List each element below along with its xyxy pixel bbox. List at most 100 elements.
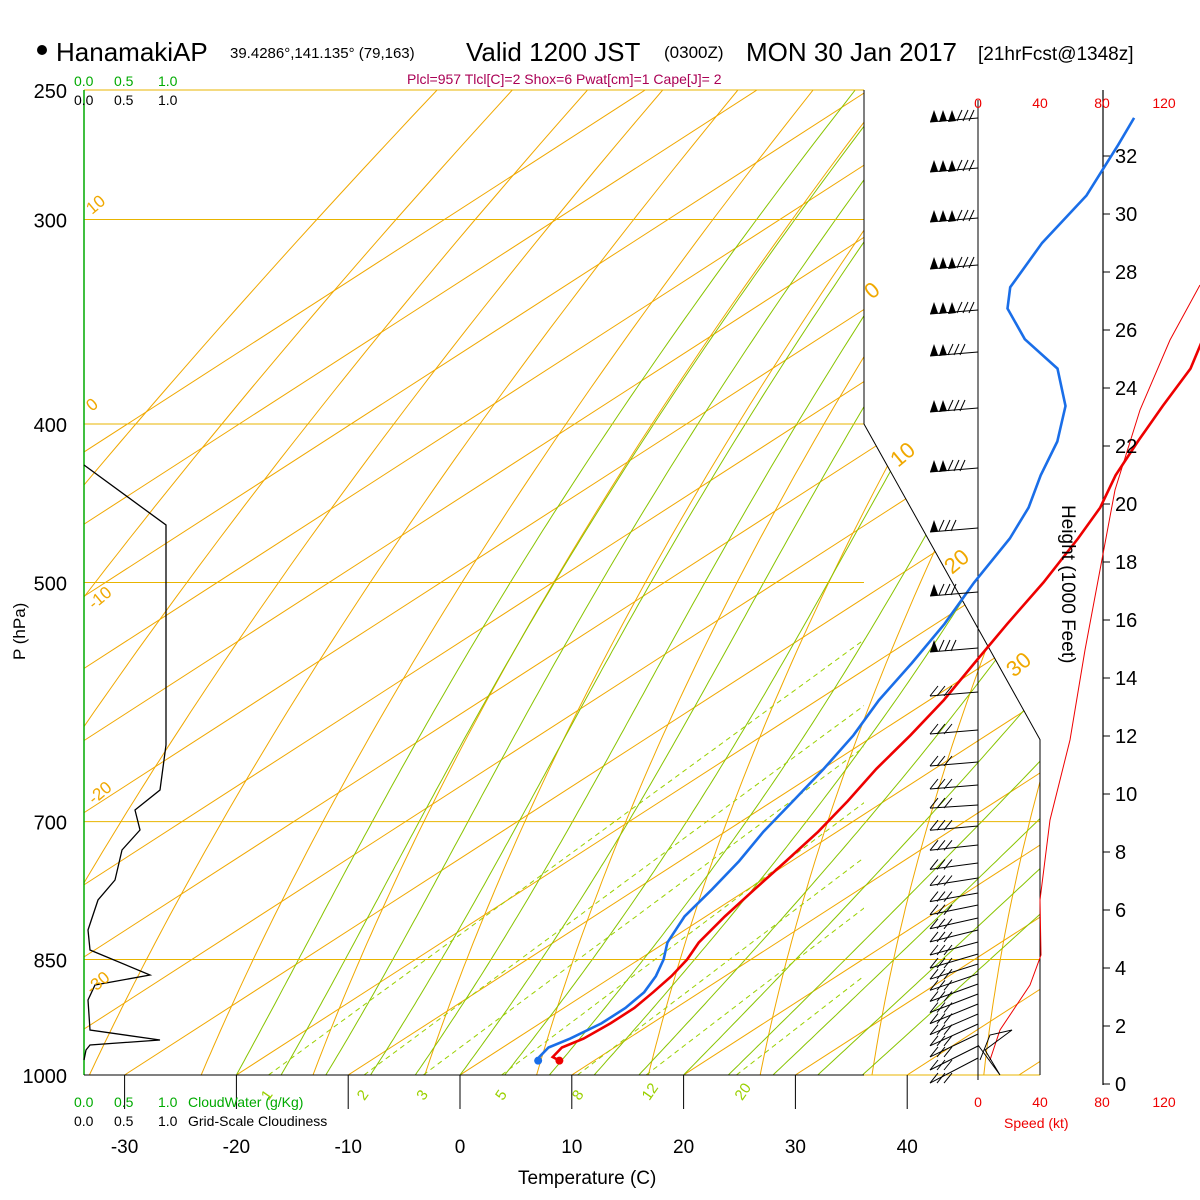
- moist-adiabat: [727, 939, 864, 1075]
- wind-barb: [929, 983, 979, 1002]
- isotherm: [1077, 61, 1200, 1110]
- dry-adiabat: [864, 90, 911, 1075]
- wind-barb-feather: [962, 109, 969, 122]
- wind-barb-feather: [962, 159, 969, 172]
- wind-barb-feather: [943, 755, 953, 767]
- wind-barb-feather: [936, 1046, 946, 1058]
- mixing-ratio-line: [268, 639, 864, 1075]
- moist-adiabat: [504, 517, 864, 1075]
- wind-barb-staff: [929, 1057, 979, 1084]
- cloudwater-label: CloudWater (g/Kg): [188, 1094, 303, 1110]
- wind-barb-feather: [943, 875, 953, 886]
- cloudiness-scale-bottom: 0.0: [74, 1113, 94, 1129]
- speed-scale-top: 40: [1032, 95, 1048, 111]
- wind-barb: [929, 953, 979, 969]
- wind-barb-feather: [943, 1024, 953, 1036]
- speed-scale-bottom: 40: [1032, 1094, 1048, 1110]
- forecast-info: [21hrFcst@1348z]: [978, 44, 1134, 65]
- mixing-ratio-label: 12: [639, 1080, 662, 1103]
- cloudiness-scale-top: 0.5: [114, 92, 134, 108]
- wind-barb-flag: [948, 302, 956, 314]
- wind-barb-feather: [929, 797, 939, 809]
- sounding-traces: [534, 117, 1200, 1065]
- wind-barb-feather: [943, 839, 953, 851]
- height-tick-label: 0: [1115, 1074, 1126, 1096]
- wind-barb-feather: [929, 957, 939, 969]
- wind-barb-feather: [936, 931, 946, 943]
- height-axis-label: Height (1000 Feet): [1057, 505, 1078, 663]
- wind-barb-feather: [938, 519, 945, 532]
- pressure-tick-label: 850: [34, 951, 67, 973]
- wind-barb-feather: [962, 301, 969, 314]
- isotherm: [0, 61, 802, 1110]
- wind-barb-feather: [929, 904, 939, 916]
- isotherm: [864, 90, 1040, 1075]
- wind-barb: [929, 875, 979, 886]
- wind-barb-feather: [959, 399, 966, 412]
- wind-barb-feather: [962, 209, 969, 222]
- wind-barb: [929, 343, 979, 357]
- wind-barb: [929, 917, 979, 930]
- wind-barb-feather: [929, 875, 939, 886]
- wind-barb: [929, 859, 979, 870]
- surface-wind-trace: [977, 1029, 1013, 1076]
- isotherm: [84, 90, 758, 525]
- wind-barb-feather: [929, 819, 939, 831]
- wind-barb-feather: [936, 1072, 946, 1084]
- y-axis-label: P (hPa): [10, 603, 29, 660]
- x-tick-label: 10: [561, 1137, 582, 1158]
- isotherm: [965, 61, 1200, 1110]
- isotherm: [459, 813, 864, 1075]
- isotherm: [864, 90, 1040, 1075]
- wind-barb: [929, 819, 979, 831]
- wind-barb: [929, 639, 979, 653]
- dry-adiabat-label: -30: [82, 968, 113, 998]
- wind-barb-staff: [929, 993, 979, 1013]
- wind-barb-staff: [929, 1045, 979, 1071]
- wind-barb-feather: [929, 1024, 939, 1036]
- wind-barb-feather: [943, 723, 953, 735]
- wind-barb-feather: [929, 1002, 939, 1013]
- height-tick-label: 8: [1115, 842, 1126, 864]
- moist-adiabat: [593, 743, 864, 1075]
- wind-barb-flag: [939, 302, 947, 314]
- dry-adiabat-label: -20: [84, 778, 115, 808]
- wind-barb-feather: [936, 918, 946, 930]
- wind-barb-feather: [936, 685, 946, 697]
- height-tick-label: 10: [1115, 784, 1137, 806]
- wind-barb-staff: [929, 983, 979, 1002]
- mixing-ratio-label: 2: [354, 1087, 373, 1104]
- wind-barb-feather: [929, 918, 939, 930]
- wind-barb-feather: [943, 778, 953, 790]
- wind-barb-feather: [950, 583, 957, 596]
- wind-barb-staff: [929, 647, 979, 653]
- isotherm: [853, 61, 1200, 1110]
- dewpoint-surface-point: [534, 1056, 543, 1065]
- dry-adiabat: [1094, 61, 1200, 1110]
- wind-barb-flag: [930, 640, 938, 652]
- wind-barb-feather: [929, 979, 939, 991]
- isotherm: [84, 453, 864, 958]
- wind-barb-feather: [968, 256, 975, 269]
- moist-adiabat: [864, 90, 1040, 1075]
- isotherm: [964, 90, 1040, 1075]
- wind-barb-feather: [953, 459, 960, 472]
- speed-scale-top: 80: [1094, 95, 1110, 111]
- plot-frame: [863, 90, 1041, 1075]
- wind-barb-feather: [968, 301, 975, 314]
- valid-time: Valid 1200 JST: [466, 37, 641, 67]
- wind-barb: [929, 929, 979, 943]
- cloudwater-scale-bottom: 1.0: [158, 1094, 178, 1110]
- wind-barb-staff: [929, 929, 979, 943]
- dry-adiabat: [979, 90, 1040, 1075]
- wind-barb-feather: [929, 1013, 939, 1024]
- wind-barb-feather: [929, 1035, 939, 1047]
- wind-barb-feather: [936, 859, 946, 870]
- wind-barb-feather: [929, 891, 939, 902]
- wind-barb-flag: [939, 344, 947, 356]
- dry-adiabat: [84, 90, 513, 598]
- wind-barb-feather: [929, 778, 939, 790]
- moist-adiabat: [414, 314, 864, 1075]
- wind-barb-feather: [936, 968, 946, 980]
- top-adiabat-label: 20: [939, 544, 974, 579]
